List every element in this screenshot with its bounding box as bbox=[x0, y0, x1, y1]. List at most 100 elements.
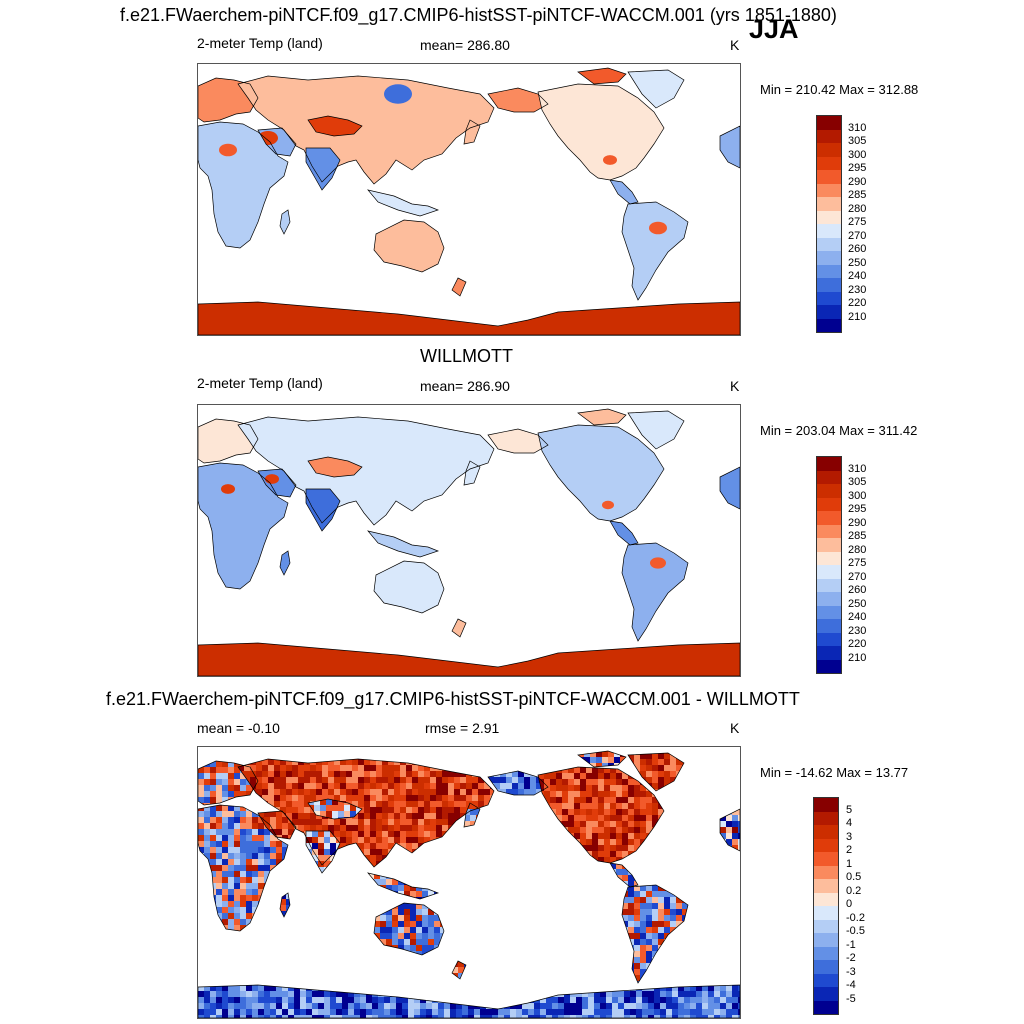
coastline-northamerica bbox=[537, 424, 665, 522]
coastline-europe bbox=[198, 77, 259, 123]
temperature-patch bbox=[219, 143, 237, 157]
colorbar-tick-label: -1 bbox=[846, 938, 856, 951]
coastline-antarctica bbox=[198, 984, 740, 1018]
coastline-centralamerica bbox=[609, 520, 639, 546]
coastline-westafrica_edge bbox=[719, 125, 740, 169]
temperature-patch bbox=[603, 155, 617, 165]
colorbar-tick-label: 240 bbox=[848, 611, 867, 623]
colorbar-cell bbox=[817, 183, 841, 197]
colorbar-tick-label: 2 bbox=[846, 844, 853, 856]
colorbar-cell bbox=[817, 291, 841, 305]
land-region-australia bbox=[374, 903, 444, 955]
coastline-arctic_is bbox=[577, 750, 627, 768]
colorbar-cell bbox=[817, 484, 841, 498]
coastline-arabia bbox=[257, 810, 297, 840]
coastline-greenland bbox=[627, 69, 685, 109]
colorbar-cell bbox=[817, 470, 841, 484]
colorbar-cell bbox=[814, 973, 838, 987]
panel-1-map-plot bbox=[198, 67, 740, 335]
colorbar-tick-label: 1 bbox=[846, 857, 853, 870]
colorbar-cell bbox=[814, 811, 838, 825]
panel-3-colorbar bbox=[813, 797, 839, 1015]
coastline-arabia bbox=[257, 468, 297, 498]
colorbar-cell bbox=[817, 497, 841, 511]
panel-2-heading: WILLMOTT bbox=[420, 346, 513, 366]
coastline-nz bbox=[451, 277, 467, 297]
colorbar-cell bbox=[817, 524, 841, 538]
land-region-antarctica bbox=[198, 302, 740, 335]
colorbar-tick-label: 290 bbox=[848, 516, 867, 529]
coastline-southamerica bbox=[621, 884, 689, 984]
panel-1-colorbar bbox=[816, 115, 842, 333]
coastline-nz bbox=[451, 618, 467, 638]
colorbar-tick-label: 275 bbox=[848, 557, 867, 569]
colorbar-cell bbox=[814, 798, 838, 812]
panel-2-map bbox=[197, 404, 741, 677]
temperature-patch bbox=[221, 484, 235, 494]
land-region-madagascar bbox=[280, 551, 290, 575]
colorbar-cell bbox=[817, 578, 841, 592]
coastline-alaska bbox=[487, 428, 549, 454]
colorbar-tick-label: -5 bbox=[846, 992, 856, 1005]
colorbar-cell bbox=[817, 170, 841, 184]
land-region-indonesia bbox=[368, 190, 438, 216]
land-region-northamerica bbox=[538, 425, 664, 521]
coastline-southamerica bbox=[621, 542, 689, 642]
panel-2-colorbar bbox=[816, 456, 842, 674]
colorbar-cell bbox=[817, 264, 841, 278]
colorbar-cell bbox=[817, 224, 841, 238]
colorbar-cell bbox=[814, 960, 838, 974]
colorbar-tick-label: 260 bbox=[848, 243, 867, 255]
coastline-europe bbox=[198, 418, 259, 464]
coastline-antarctica bbox=[198, 301, 740, 335]
colorbar-tick-label: -0.2 bbox=[846, 911, 865, 924]
colorbar-cell bbox=[817, 605, 841, 619]
panel-1-variable-label: 2-meter Temp (land) bbox=[197, 35, 323, 51]
panel-2-variable-label: 2-meter Temp (land) bbox=[197, 375, 323, 391]
colorbar-cell bbox=[817, 237, 841, 251]
colorbar-tick-label: -0.5 bbox=[846, 925, 865, 937]
land-region-greenland bbox=[628, 411, 684, 449]
colorbar-tick-label: -3 bbox=[846, 965, 856, 978]
land-region-tibet bbox=[308, 116, 362, 136]
colorbar-cell bbox=[817, 143, 841, 157]
colorbar-cell bbox=[817, 457, 841, 471]
land-region-africa bbox=[198, 122, 288, 248]
colorbar-cell bbox=[817, 129, 841, 143]
coastline-centralamerica bbox=[609, 862, 639, 888]
coastline-arabia bbox=[257, 127, 297, 157]
colorbar-tick-label: 0.2 bbox=[846, 884, 862, 897]
colorbar-tick-label: 295 bbox=[848, 162, 867, 174]
colorbar-tick-label: 250 bbox=[848, 256, 867, 269]
land-region-antarctica bbox=[198, 985, 740, 1018]
colorbar-tick-label: 270 bbox=[848, 570, 867, 583]
land-region-india bbox=[306, 148, 340, 190]
colorbar-tick-label: 210 bbox=[848, 651, 867, 664]
temperature-patch bbox=[650, 557, 666, 569]
colorbar-tick-label: 290 bbox=[848, 175, 867, 188]
coastline-westafrica_edge bbox=[719, 466, 740, 510]
temperature-patch bbox=[265, 474, 279, 484]
land-region-centralamerica bbox=[610, 863, 638, 887]
land-region-centralamerica bbox=[610, 180, 638, 204]
coastline-africa bbox=[198, 121, 289, 249]
colorbar-cell bbox=[817, 197, 841, 211]
temperature-patch bbox=[384, 84, 412, 104]
colorbar-tick-label: 220 bbox=[848, 638, 867, 650]
coastline-indonesia bbox=[367, 189, 440, 217]
coastline-tibet bbox=[307, 115, 363, 137]
land-region-westafrica_edge bbox=[720, 467, 740, 509]
land-region-nz bbox=[452, 619, 466, 637]
coastline-northamerica bbox=[537, 83, 665, 181]
colorbar-cell bbox=[817, 592, 841, 606]
colorbar-tick-label: 260 bbox=[848, 584, 867, 596]
coastline-arctic_is bbox=[577, 67, 627, 85]
coastline-india bbox=[305, 147, 341, 191]
coastline-australia bbox=[373, 902, 445, 956]
panel-3-map-plot bbox=[198, 750, 740, 1018]
colorbar-cell bbox=[814, 919, 838, 933]
colorbar-cell bbox=[817, 659, 841, 673]
colorbar-cell bbox=[814, 865, 838, 879]
colorbar-tick-label: 305 bbox=[848, 135, 867, 147]
land-region-nz bbox=[452, 278, 466, 296]
